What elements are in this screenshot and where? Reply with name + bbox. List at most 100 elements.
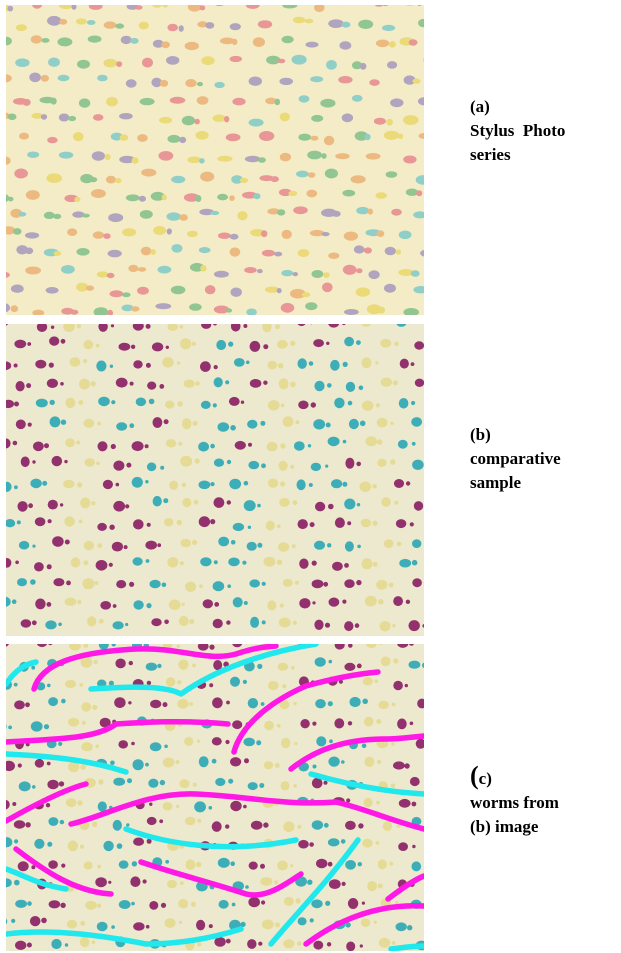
ink-droplet: [328, 879, 341, 889]
worm-trail: [308, 771, 424, 797]
ink-dot: [405, 188, 419, 196]
ink-satellite: [327, 383, 332, 388]
ink-dot: [122, 228, 137, 237]
ink-droplet: [6, 878, 12, 888]
ink-droplet: [327, 436, 340, 447]
ink-dot: [166, 56, 180, 65]
ink-satellite: [94, 581, 99, 585]
ink-dot: [103, 58, 118, 68]
ink-dot: [281, 35, 294, 44]
ink-satellite: [31, 620, 37, 626]
ink-droplet: [202, 599, 213, 609]
ink-droplet: [297, 324, 306, 327]
ink-droplet: [243, 737, 255, 747]
ink-dot: [305, 41, 319, 48]
ink-satellite: [261, 581, 266, 586]
ink-satellite: [231, 902, 236, 907]
ink-dot: [291, 54, 307, 65]
ink-satellite: [149, 802, 153, 806]
ink-dot: [59, 18, 68, 25]
ink-droplet: [48, 817, 59, 826]
ink-dot: [306, 189, 318, 198]
ink-droplet: [79, 936, 90, 948]
ink-droplet: [411, 861, 422, 872]
ink-satellite: [326, 942, 332, 947]
ink-satellite: [192, 663, 197, 668]
ink-dot: [261, 230, 268, 238]
ink-dot: [356, 268, 363, 274]
ink-dot: [32, 309, 45, 315]
ink-droplet: [133, 837, 145, 846]
ink-droplet: [97, 801, 107, 812]
ink-droplet: [344, 336, 354, 347]
ink-droplet: [80, 497, 91, 509]
ink-satellite: [396, 824, 401, 828]
ink-satellite: [26, 383, 32, 389]
ink-dot: [70, 309, 79, 315]
ink-droplet: [182, 418, 192, 430]
ink-droplet: [278, 378, 289, 390]
ink-dot: [47, 136, 58, 144]
ink-satellite: [179, 561, 184, 566]
ink-dot: [128, 264, 139, 273]
ink-satellite: [131, 901, 135, 906]
ink-dot: [248, 118, 264, 127]
ink-dot: [91, 151, 106, 161]
ink-droplet: [363, 797, 373, 808]
stylus-photo-print-sample: [6, 5, 424, 315]
ink-dot: [229, 233, 239, 240]
ink-dot: [14, 168, 28, 179]
ink-dot: [277, 209, 286, 216]
ink-droplet: [247, 939, 257, 949]
ink-satellite: [109, 524, 115, 530]
ink-droplet: [167, 324, 178, 331]
ink-dot: [246, 308, 257, 315]
ink-dot: [230, 287, 242, 297]
worm-trail: [6, 781, 89, 824]
ink-dot: [242, 191, 258, 199]
ink-dot: [296, 170, 309, 178]
ink-satellite: [98, 618, 104, 624]
ink-dot: [75, 18, 87, 25]
ink-dot: [158, 151, 174, 161]
ink-droplet: [65, 397, 76, 409]
ink-satellite: [95, 744, 100, 749]
ink-satellite: [390, 421, 394, 425]
ink-droplet: [6, 399, 14, 409]
ink-satellite: [290, 464, 295, 469]
ink-droplet: [198, 516, 211, 528]
ink-satellite: [32, 460, 36, 464]
ink-satellite: [181, 602, 185, 606]
ink-satellite: [163, 419, 169, 425]
ink-droplet: [133, 360, 143, 369]
worm-trail: [13, 846, 114, 897]
ink-dot: [214, 81, 225, 89]
ink-satellite: [211, 758, 217, 764]
ink-satellite: [125, 504, 130, 509]
ink-satellite: [379, 644, 383, 645]
ink-satellite: [111, 925, 115, 929]
ink-satellite: [405, 481, 411, 486]
ink-dot: [137, 267, 147, 272]
ink-dot: [244, 267, 257, 274]
ink-droplet: [376, 579, 388, 590]
ink-dot: [179, 136, 187, 144]
ink-satellite: [226, 700, 230, 705]
ink-satellite: [162, 702, 168, 708]
ink-droplet: [334, 718, 345, 729]
worm-trail: [68, 791, 424, 832]
ink-satellite: [125, 622, 129, 627]
ink-satellite: [127, 778, 132, 784]
ink-dot: [278, 188, 292, 197]
ink-droplet: [14, 700, 25, 710]
ink-droplet: [313, 940, 324, 950]
ink-dot: [6, 303, 10, 313]
ink-droplet: [65, 438, 75, 448]
ink-droplet: [232, 720, 243, 730]
ink-dot: [119, 113, 133, 120]
ink-droplet: [6, 324, 9, 326]
ink-dot: [375, 192, 387, 199]
ink-dot: [391, 208, 402, 216]
ink-satellite: [258, 941, 263, 946]
ink-satellite: [375, 841, 380, 845]
